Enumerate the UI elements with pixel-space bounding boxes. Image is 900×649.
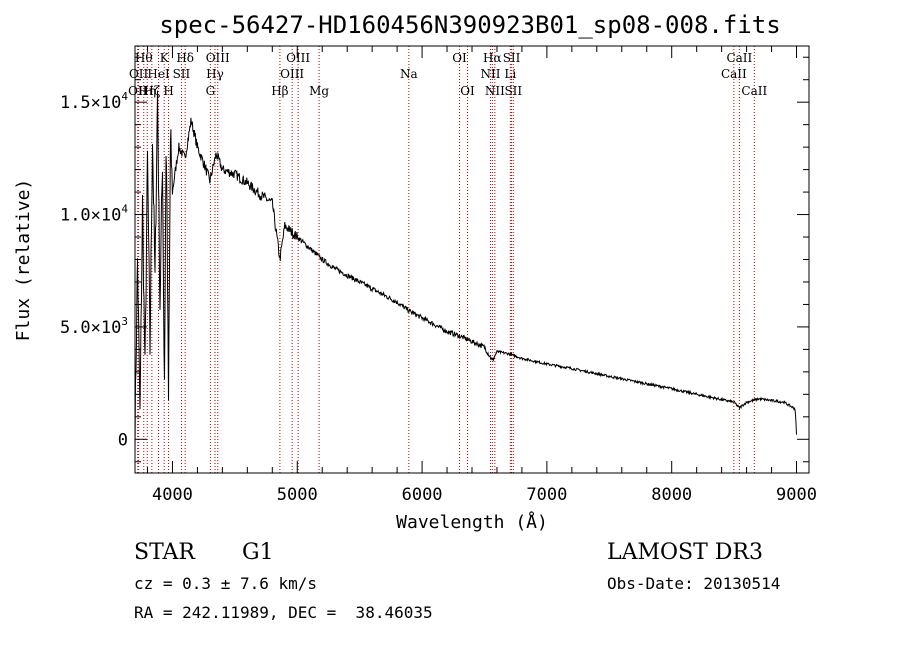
redshift-text: cz = 0.3 ± 7.6 km/s bbox=[134, 574, 318, 593]
spectral-line-label: CaII bbox=[741, 84, 767, 98]
x-tick-label: 8000 bbox=[651, 485, 692, 505]
x-tick-label: 9000 bbox=[776, 485, 817, 505]
coordinates-text: RA = 242.11989, DEC = 38.46035 bbox=[134, 603, 433, 622]
spectral-line-label: G bbox=[206, 84, 216, 98]
spectral-line-label: CaII bbox=[726, 51, 752, 65]
spectral-line-label: CaII bbox=[721, 67, 747, 81]
spectral-line-label: HeI bbox=[147, 67, 170, 81]
x-axis-ticks: 4000 5000 6000 7000 8000 9000 bbox=[146, 46, 817, 505]
plot-frame bbox=[134, 45, 810, 474]
spectral-line-label: K bbox=[160, 51, 170, 65]
y-tick-mantissa: 5.0×10 bbox=[60, 318, 121, 338]
spectral-line-label: Hθ bbox=[135, 51, 153, 65]
spectral-line-label: OIII bbox=[286, 51, 310, 65]
y-tick-exponent: 3 bbox=[121, 315, 128, 328]
spectral-line-label: SII bbox=[504, 84, 522, 98]
spectral-line-label: OIII bbox=[280, 67, 304, 81]
spectral-line-label: OII bbox=[128, 84, 148, 98]
y-tick-mantissa: 1.0×10 bbox=[60, 206, 121, 226]
spectral-line-markers bbox=[137, 46, 755, 473]
spectral-line-label: NII bbox=[485, 84, 505, 98]
x-tick-label: 7000 bbox=[526, 485, 567, 505]
spectral-line-label: OII bbox=[129, 67, 149, 81]
y-tick-exponent: 4 bbox=[121, 90, 128, 103]
object-subclass: G1 bbox=[242, 540, 274, 565]
spectral-line-label: NII bbox=[480, 67, 500, 81]
spectral-line-label: SII bbox=[503, 51, 521, 65]
chart-title: spec-56427-HD160456N390923B01_sp08-008.f… bbox=[159, 11, 780, 39]
spectral-line-label: Hγ bbox=[206, 67, 224, 81]
observation-date: Obs-Date: 20130514 bbox=[607, 574, 781, 593]
y-axis-label: Flux (relative) bbox=[13, 179, 34, 342]
y-tick-exponent: 4 bbox=[121, 203, 128, 216]
spectral-line-label: H bbox=[163, 84, 173, 98]
y-tick-label: 5.0×103 bbox=[60, 315, 128, 338]
spectral-line-label: OI bbox=[452, 51, 467, 65]
y-tick-label: 1.5×104 bbox=[60, 90, 128, 113]
survey-name: LAMOST DR3 bbox=[607, 540, 763, 565]
x-axis-label: Wavelength (Å) bbox=[396, 511, 548, 533]
object-class: STAR bbox=[134, 540, 195, 565]
spectral-line-label: Hζ bbox=[143, 84, 160, 98]
spectral-line-label: Li bbox=[504, 67, 516, 81]
spectral-line-label: Na bbox=[400, 67, 418, 81]
x-tick-label: 4000 bbox=[152, 485, 193, 505]
spectral-line-label: Mg bbox=[309, 84, 329, 98]
spectral-line-label: Hη bbox=[138, 84, 156, 98]
spectral-line-label: OI bbox=[460, 84, 475, 98]
spectral-line-label: Hβ bbox=[271, 84, 288, 98]
y-tick-label: 1.0×104 bbox=[60, 203, 128, 226]
x-tick-label: 6000 bbox=[402, 485, 443, 505]
spectral-line-label: SII bbox=[173, 67, 191, 81]
spectral-line-label: Hα bbox=[483, 51, 502, 65]
spectral-line-label: Hδ bbox=[176, 51, 194, 65]
spectrum-trace bbox=[134, 90, 797, 453]
spectral-line-label: OIII bbox=[206, 51, 230, 65]
x-tick-label: 5000 bbox=[277, 485, 318, 505]
y-tick-label: 0 bbox=[118, 430, 128, 450]
y-tick-mantissa: 1.5×10 bbox=[60, 93, 121, 113]
y-tick-value: 0 bbox=[118, 430, 128, 450]
spectral-line-labels: OIIOIIHθHηHζHeIKHSIIHδGHγOIIIHβOIIIOIIIM… bbox=[128, 51, 767, 98]
